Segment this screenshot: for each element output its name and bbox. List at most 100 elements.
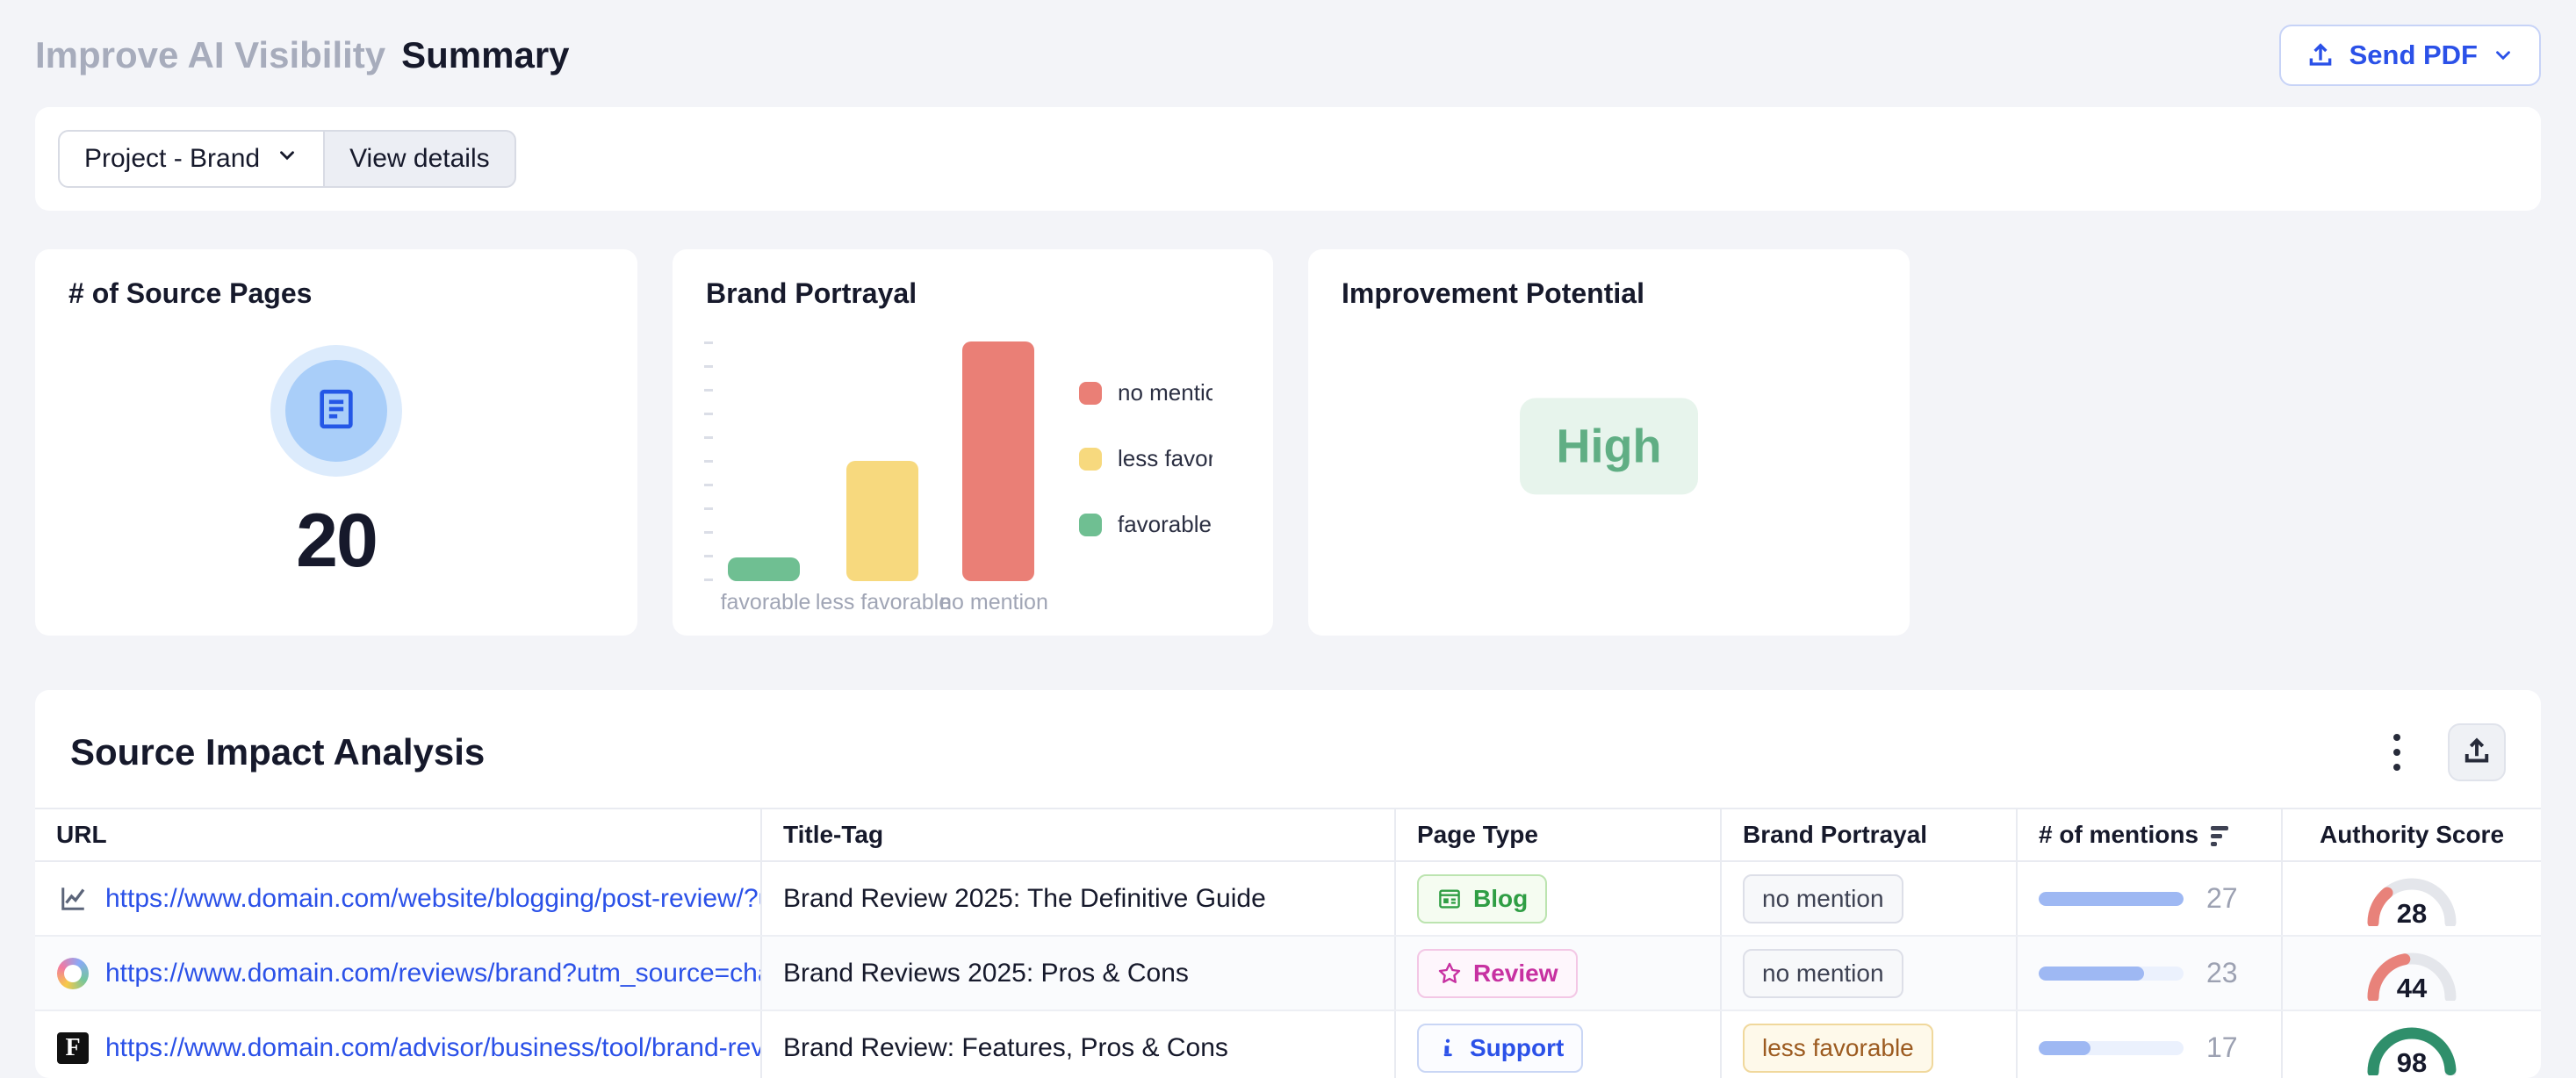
brand-portrayal-badge: no mention [1743, 948, 1903, 998]
legend-label: favorable [1118, 511, 1212, 537]
table-row: https://www.domain.com/reviews/brand?utm… [35, 936, 2541, 1011]
legend-item: favorable [1079, 511, 1212, 538]
export-button[interactable] [2448, 723, 2506, 781]
line-chart-favicon [56, 882, 90, 916]
legend-swatch [1079, 381, 1102, 405]
col-header-mentions-sort[interactable]: # of mentions [2016, 808, 2282, 862]
view-details-label: View details [349, 144, 490, 173]
title-tag-text: Brand Review: Features, Pros & Cons [783, 1032, 1228, 1062]
upload-icon [2306, 40, 2335, 70]
authority-score-value: 44 [2396, 972, 2428, 1003]
legend-label: less favorable [1118, 445, 1212, 471]
mentions-bar-fill [2039, 966, 2145, 981]
f-favicon: F [56, 1031, 90, 1065]
chevron-down-icon [2492, 44, 2515, 67]
table-header-row: URL Title-Tag Page Type Brand Portrayal … [35, 808, 2541, 862]
source-pages-value: 20 [296, 499, 378, 583]
source-impact-card: Source Impact Analysis [35, 690, 2541, 1078]
mentions-value: 23 [2206, 957, 2238, 988]
url-link[interactable]: https://www.domain.com/reviews/brand?utm… [105, 958, 760, 988]
source-pages-title: # of Source Pages [68, 277, 313, 309]
brand-portrayal-badge: less favorable [1743, 1023, 1933, 1073]
col-header-page-type: Page Type [1394, 808, 1721, 862]
mentions-bar-fill [2039, 1040, 2091, 1055]
chart-legend: no mention less favorable favorable [1079, 379, 1212, 538]
mentions-bar-track [2039, 1040, 2184, 1055]
brand-portrayal-title: Brand Portrayal [706, 277, 917, 309]
titles: Improve AI Visibility Summary [35, 34, 570, 76]
url-link[interactable]: https://www.domain.com/advisor/business/… [105, 1032, 760, 1062]
authority-score-gauge: 44 [2364, 946, 2460, 1003]
improvement-potential-card: Improvement Potential High [1308, 249, 1910, 636]
x-tick-label: less favorable [815, 590, 952, 614]
col-header-authority-score: Authority Score [2281, 808, 2541, 862]
chevron-down-icon [276, 144, 299, 174]
bar-favorable [728, 557, 800, 581]
page-type-badge: Support [1417, 1023, 1584, 1073]
col-header-title-tag: Title-Tag [760, 808, 1395, 862]
authority-score-gauge: 98 [2364, 1021, 2460, 1078]
mentions-value: 27 [2206, 882, 2238, 914]
url-link[interactable]: https://www.domain.com/website/blogging/… [105, 883, 760, 913]
swirl-favicon [56, 957, 90, 990]
project-segmented-control: Project - Brand View details [58, 130, 516, 188]
x-tick-label: favorable [720, 590, 811, 614]
legend-label: no mention [1118, 379, 1212, 406]
authority-score-gauge: 28 [2364, 872, 2460, 929]
mentions-cell: 23 [2018, 957, 2281, 989]
brand-portrayal-card: Brand Portrayal favorable less favorable n… [673, 249, 1273, 636]
section-title: Source Impact Analysis [70, 731, 486, 773]
title-tag-text: Brand Reviews 2025: Pros & Cons [783, 958, 1189, 988]
page-title: Summary [401, 34, 570, 75]
more-options-button[interactable] [2386, 727, 2407, 778]
view-details-button[interactable]: View details [325, 130, 516, 188]
page-type-badge: Review [1417, 948, 1578, 998]
document-icon [312, 384, 361, 438]
portrayal-plot [673, 341, 1273, 581]
document-icon-circle [285, 360, 387, 462]
mentions-bar-track [2039, 966, 2184, 981]
bar-less-favorable [846, 461, 918, 581]
bar-no-mention [962, 341, 1034, 581]
review-icon [1436, 960, 1463, 987]
authority-score-value: 28 [2396, 897, 2428, 929]
header: Improve AI Visibility Summary Send PDF [35, 0, 2541, 107]
legend-item: no mention [1079, 379, 1212, 406]
mentions-cell: 17 [2018, 1031, 2281, 1064]
legend-item: less favorable [1079, 445, 1212, 472]
mentions-cell: 27 [2018, 882, 2281, 915]
source-pages-card: # of Source Pages 20 [35, 249, 637, 636]
table-row: F https://www.domain.com/advisor/busines… [35, 1010, 2541, 1078]
brand-portrayal-badge: no mention [1743, 873, 1903, 923]
kpi-cards: # of Source Pages 20 Brand Port [35, 249, 2541, 636]
title-tag-text: Brand Review 2025: The Definitive Guide [783, 883, 1266, 913]
y-axis-ticks [704, 341, 713, 581]
improvement-potential-title: Improvement Potential [1342, 277, 1644, 309]
col-header-brand-portrayal: Brand Portrayal [1720, 808, 2017, 862]
table-row: https://www.domain.com/website/blogging/… [35, 861, 2541, 937]
document-icon-ring [270, 345, 402, 477]
authority-score-value: 98 [2396, 1046, 2428, 1078]
col-header-url: URL [35, 808, 761, 862]
table-body: https://www.domain.com/website/blogging/… [35, 861, 2541, 1078]
filter-bar: Project - Brand View details [35, 107, 2541, 211]
legend-swatch [1079, 513, 1102, 536]
send-pdf-button[interactable]: Send PDF [2278, 25, 2541, 86]
source-impact-table: URL Title-Tag Page Type Brand Portrayal … [35, 808, 2541, 1078]
mentions-value: 17 [2206, 1031, 2238, 1063]
table-actions [2386, 723, 2506, 781]
x-axis-labels: favorable less favorable no mention [673, 590, 1273, 620]
send-pdf-label: Send PDF [2349, 40, 2478, 70]
project-selector-value: Project - Brand [84, 144, 261, 173]
mentions-bar-fill [2039, 891, 2184, 906]
mentions-bar-track [2039, 891, 2184, 906]
breadcrumb: Improve AI Visibility [35, 34, 386, 75]
page-type-badge: Blog [1417, 873, 1548, 923]
table-toolbar: Source Impact Analysis [35, 690, 2541, 808]
x-tick-label: no mention [939, 590, 1048, 614]
project-selector[interactable]: Project - Brand [58, 130, 326, 188]
blog-icon [1436, 886, 1463, 912]
improvement-potential-badge: High [1519, 398, 1699, 495]
source-pages-content: 20 [68, 345, 604, 585]
